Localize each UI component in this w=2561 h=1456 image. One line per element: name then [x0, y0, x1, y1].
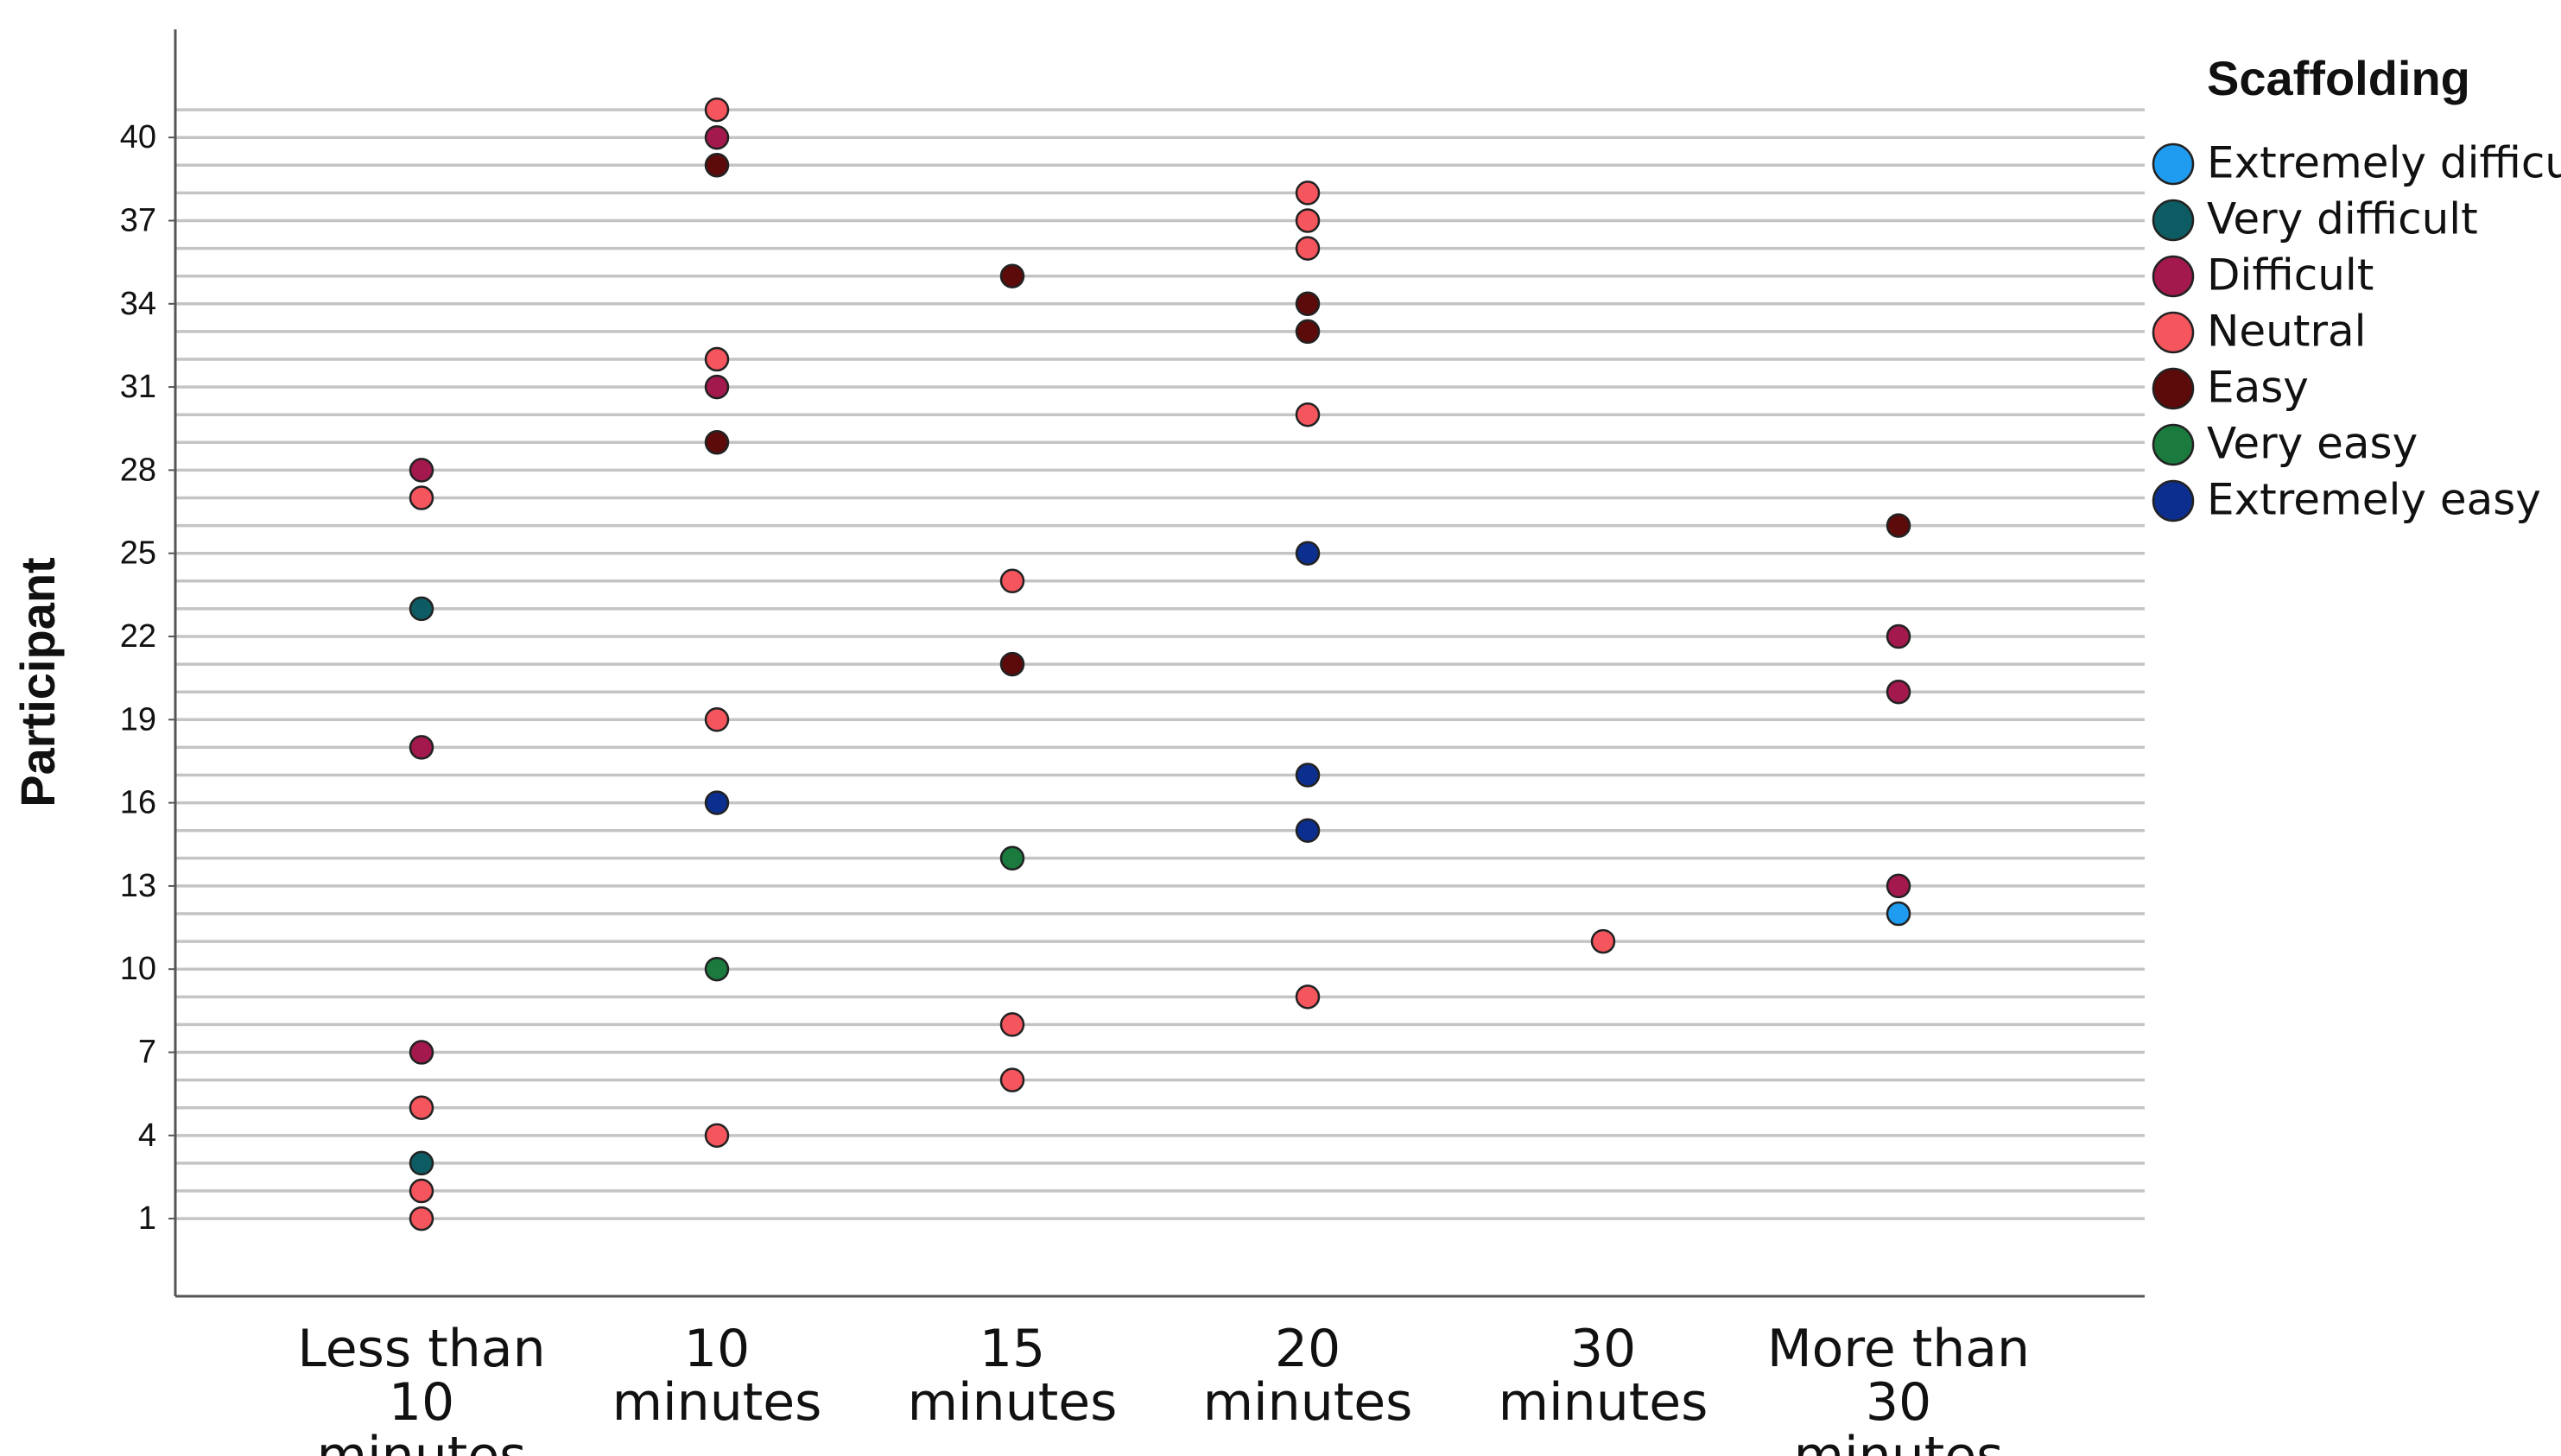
legend-label: Difficult	[2207, 250, 2374, 301]
dot	[704, 124, 730, 150]
dot	[1295, 319, 1321, 345]
dot	[409, 1178, 434, 1204]
dot	[704, 97, 730, 123]
dot	[409, 458, 434, 483]
x-tick-label: Less than 10 minutes	[297, 1319, 546, 1456]
dot	[999, 263, 1025, 288]
y-tick-label: 28	[120, 452, 156, 488]
y-tick-label: 16	[120, 785, 156, 821]
dot	[1590, 928, 1616, 954]
dot	[999, 1012, 1025, 1037]
x-tick-label: More than 30 minutes	[1766, 1319, 2031, 1456]
dot	[704, 707, 730, 732]
legend-label: Extremely difficult	[2207, 138, 2561, 188]
dot	[1295, 763, 1321, 788]
dot	[704, 153, 730, 178]
dot	[999, 568, 1025, 594]
dot	[1295, 402, 1321, 427]
dot	[1295, 236, 1321, 261]
x-tick-label: 20 minutes	[1202, 1319, 1413, 1433]
legend-swatch	[2152, 199, 2195, 242]
legend-swatch	[2152, 479, 2195, 522]
x-tick-label: 30 minutes	[1498, 1319, 1708, 1433]
y-tick-label: 4	[138, 1117, 156, 1154]
dot	[409, 1095, 434, 1120]
legend-label: Very difficult	[2207, 194, 2478, 244]
dot	[1886, 513, 1911, 538]
dot	[704, 430, 730, 455]
dot	[999, 1067, 1025, 1092]
dot	[1886, 873, 1911, 899]
y-tick-label: 22	[120, 618, 156, 655]
dot	[409, 1206, 434, 1231]
legend-swatch	[2152, 311, 2195, 354]
dot	[1295, 180, 1321, 206]
y-tick-label: 10	[120, 951, 156, 987]
y-axis-title: Participant	[10, 557, 65, 807]
legend-swatch	[2152, 142, 2195, 186]
y-tick-label: 19	[120, 701, 156, 737]
dot	[409, 1040, 434, 1065]
y-tick-label: 25	[120, 535, 156, 572]
dot	[999, 845, 1025, 871]
dot	[1886, 679, 1911, 705]
y-tick-label: 7	[138, 1035, 156, 1071]
dot	[704, 1123, 730, 1149]
legend-label: Easy	[2207, 363, 2309, 413]
dot	[1295, 818, 1321, 843]
dot	[999, 651, 1025, 677]
dot	[1886, 624, 1911, 649]
legend-title: Scaffolding	[2207, 51, 2470, 105]
legend-swatch	[2152, 255, 2195, 298]
legend-swatch	[2152, 423, 2195, 466]
dot	[1295, 208, 1321, 233]
x-tick-label: 15 minutes	[907, 1319, 1118, 1433]
x-tick-label: 10 minutes	[612, 1319, 822, 1433]
legend-label: Neutral	[2207, 307, 2367, 357]
y-tick-label: 13	[120, 868, 156, 904]
dot	[704, 374, 730, 400]
y-tick-label: 37	[120, 203, 156, 239]
dot	[409, 485, 434, 510]
dot	[1886, 901, 1911, 927]
y-tick-label: 1	[138, 1200, 156, 1237]
legend-label: Extremely easy	[2207, 475, 2541, 525]
y-tick-label: 40	[120, 119, 156, 155]
legend-swatch	[2152, 367, 2195, 410]
dot	[1295, 984, 1321, 1010]
dot	[704, 790, 730, 815]
dot	[409, 1150, 434, 1176]
dot	[1295, 291, 1321, 317]
y-tick-label: 34	[120, 286, 156, 322]
y-tick-label: 31	[120, 369, 156, 405]
dot	[409, 735, 434, 760]
dot	[704, 956, 730, 982]
dot	[1295, 541, 1321, 566]
legend-label: Very easy	[2207, 419, 2418, 469]
dot	[704, 346, 730, 372]
dot	[409, 596, 434, 622]
